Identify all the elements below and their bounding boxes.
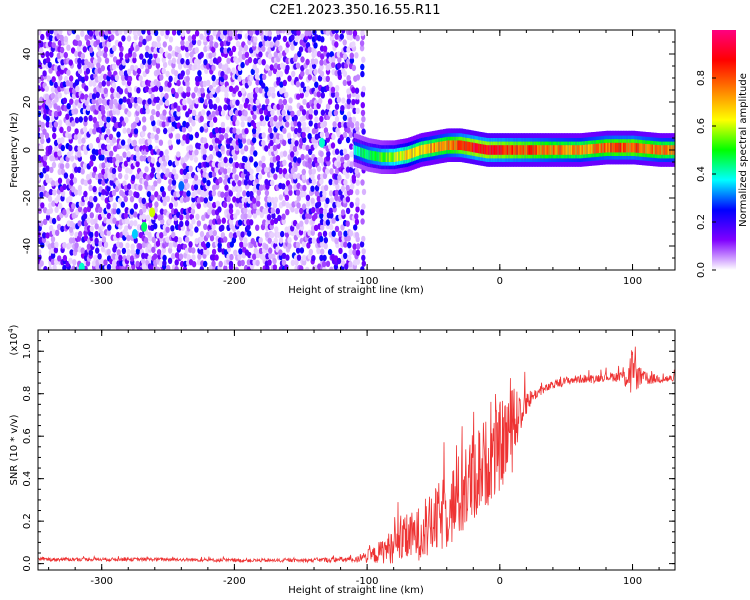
colorbar: 0.0 0.2 0.4 0.6 0.8 Normalized spectral ampl… bbox=[696, 30, 749, 278]
feature-mark bbox=[318, 137, 325, 148]
y-tick-label: -40 bbox=[22, 238, 33, 254]
x-tick-label: 0 bbox=[497, 576, 503, 587]
feature-mark bbox=[149, 207, 156, 218]
snr-ticks: -300 -200 -100 0 100 0.0 0.2 0.4 0.6 0.8 1.0 bbox=[22, 330, 675, 587]
x-tick-label: 100 bbox=[623, 276, 642, 287]
y-tick-label: 0.4 bbox=[22, 471, 33, 487]
y-tick-label: 1.0 bbox=[22, 343, 33, 359]
y-tick-label: 0 bbox=[22, 147, 33, 153]
x-tick-label: -100 bbox=[356, 276, 379, 287]
colorbar-tick-label: 0.4 bbox=[696, 166, 707, 182]
colorbar-tick-label: 0.6 bbox=[696, 118, 707, 134]
x-tick-label: -200 bbox=[223, 576, 246, 587]
y-tick-label: 0.8 bbox=[22, 386, 33, 402]
colorbar-tick-label: 0.0 bbox=[696, 262, 707, 278]
snr-ylabel: SNR (10 * v/v) bbox=[9, 414, 20, 485]
snr-xlabel: Height of straight line (km) bbox=[288, 585, 424, 596]
colorbar-tick-label: 0.2 bbox=[696, 214, 707, 230]
y-tick-label: 0.2 bbox=[22, 513, 33, 529]
feature-mark bbox=[178, 181, 185, 191]
spectrogram-heatmap bbox=[38, 30, 675, 270]
x-tick-label: 100 bbox=[623, 576, 642, 587]
y-tick-label: 40 bbox=[22, 48, 33, 61]
colorbar-gradient bbox=[712, 30, 736, 270]
x-tick-label: -300 bbox=[90, 576, 113, 587]
spectrogram-ylabel: Frequency (Hz) bbox=[9, 112, 20, 188]
colorbar-tick-label: 0.8 bbox=[696, 70, 707, 86]
y-tick-label: -20 bbox=[22, 190, 33, 206]
x-tick-label: 0 bbox=[497, 276, 503, 287]
snr-panel: -300 -200 -100 0 100 0.0 0.2 0.4 0.6 0.8 1.0 Heigh… bbox=[7, 324, 676, 596]
chart-title: C2E1.2023.350.16.55.R11 bbox=[269, 3, 440, 18]
colorbar-ticks: 0.0 0.2 0.4 0.6 0.8 bbox=[696, 70, 716, 278]
y-tick-label: 0.0 bbox=[22, 556, 33, 572]
x-tick-label: -300 bbox=[90, 276, 113, 287]
x-tick-label: -100 bbox=[356, 576, 379, 587]
snr-series-line bbox=[37, 346, 676, 564]
y-tick-label: 0.6 bbox=[22, 428, 33, 444]
feature-mark bbox=[141, 221, 148, 232]
spectrogram-xlabel: Height of straight line (km) bbox=[288, 285, 424, 296]
snr-multiplier: (x104) bbox=[7, 324, 20, 355]
feature-mark bbox=[131, 229, 138, 239]
snr-frame bbox=[37, 329, 676, 571]
y-tick-label: 20 bbox=[22, 96, 33, 109]
feature-mark bbox=[78, 262, 85, 270]
colorbar-label: Normalized spectral amplitude bbox=[738, 73, 749, 227]
x-tick-label: -200 bbox=[223, 276, 246, 287]
